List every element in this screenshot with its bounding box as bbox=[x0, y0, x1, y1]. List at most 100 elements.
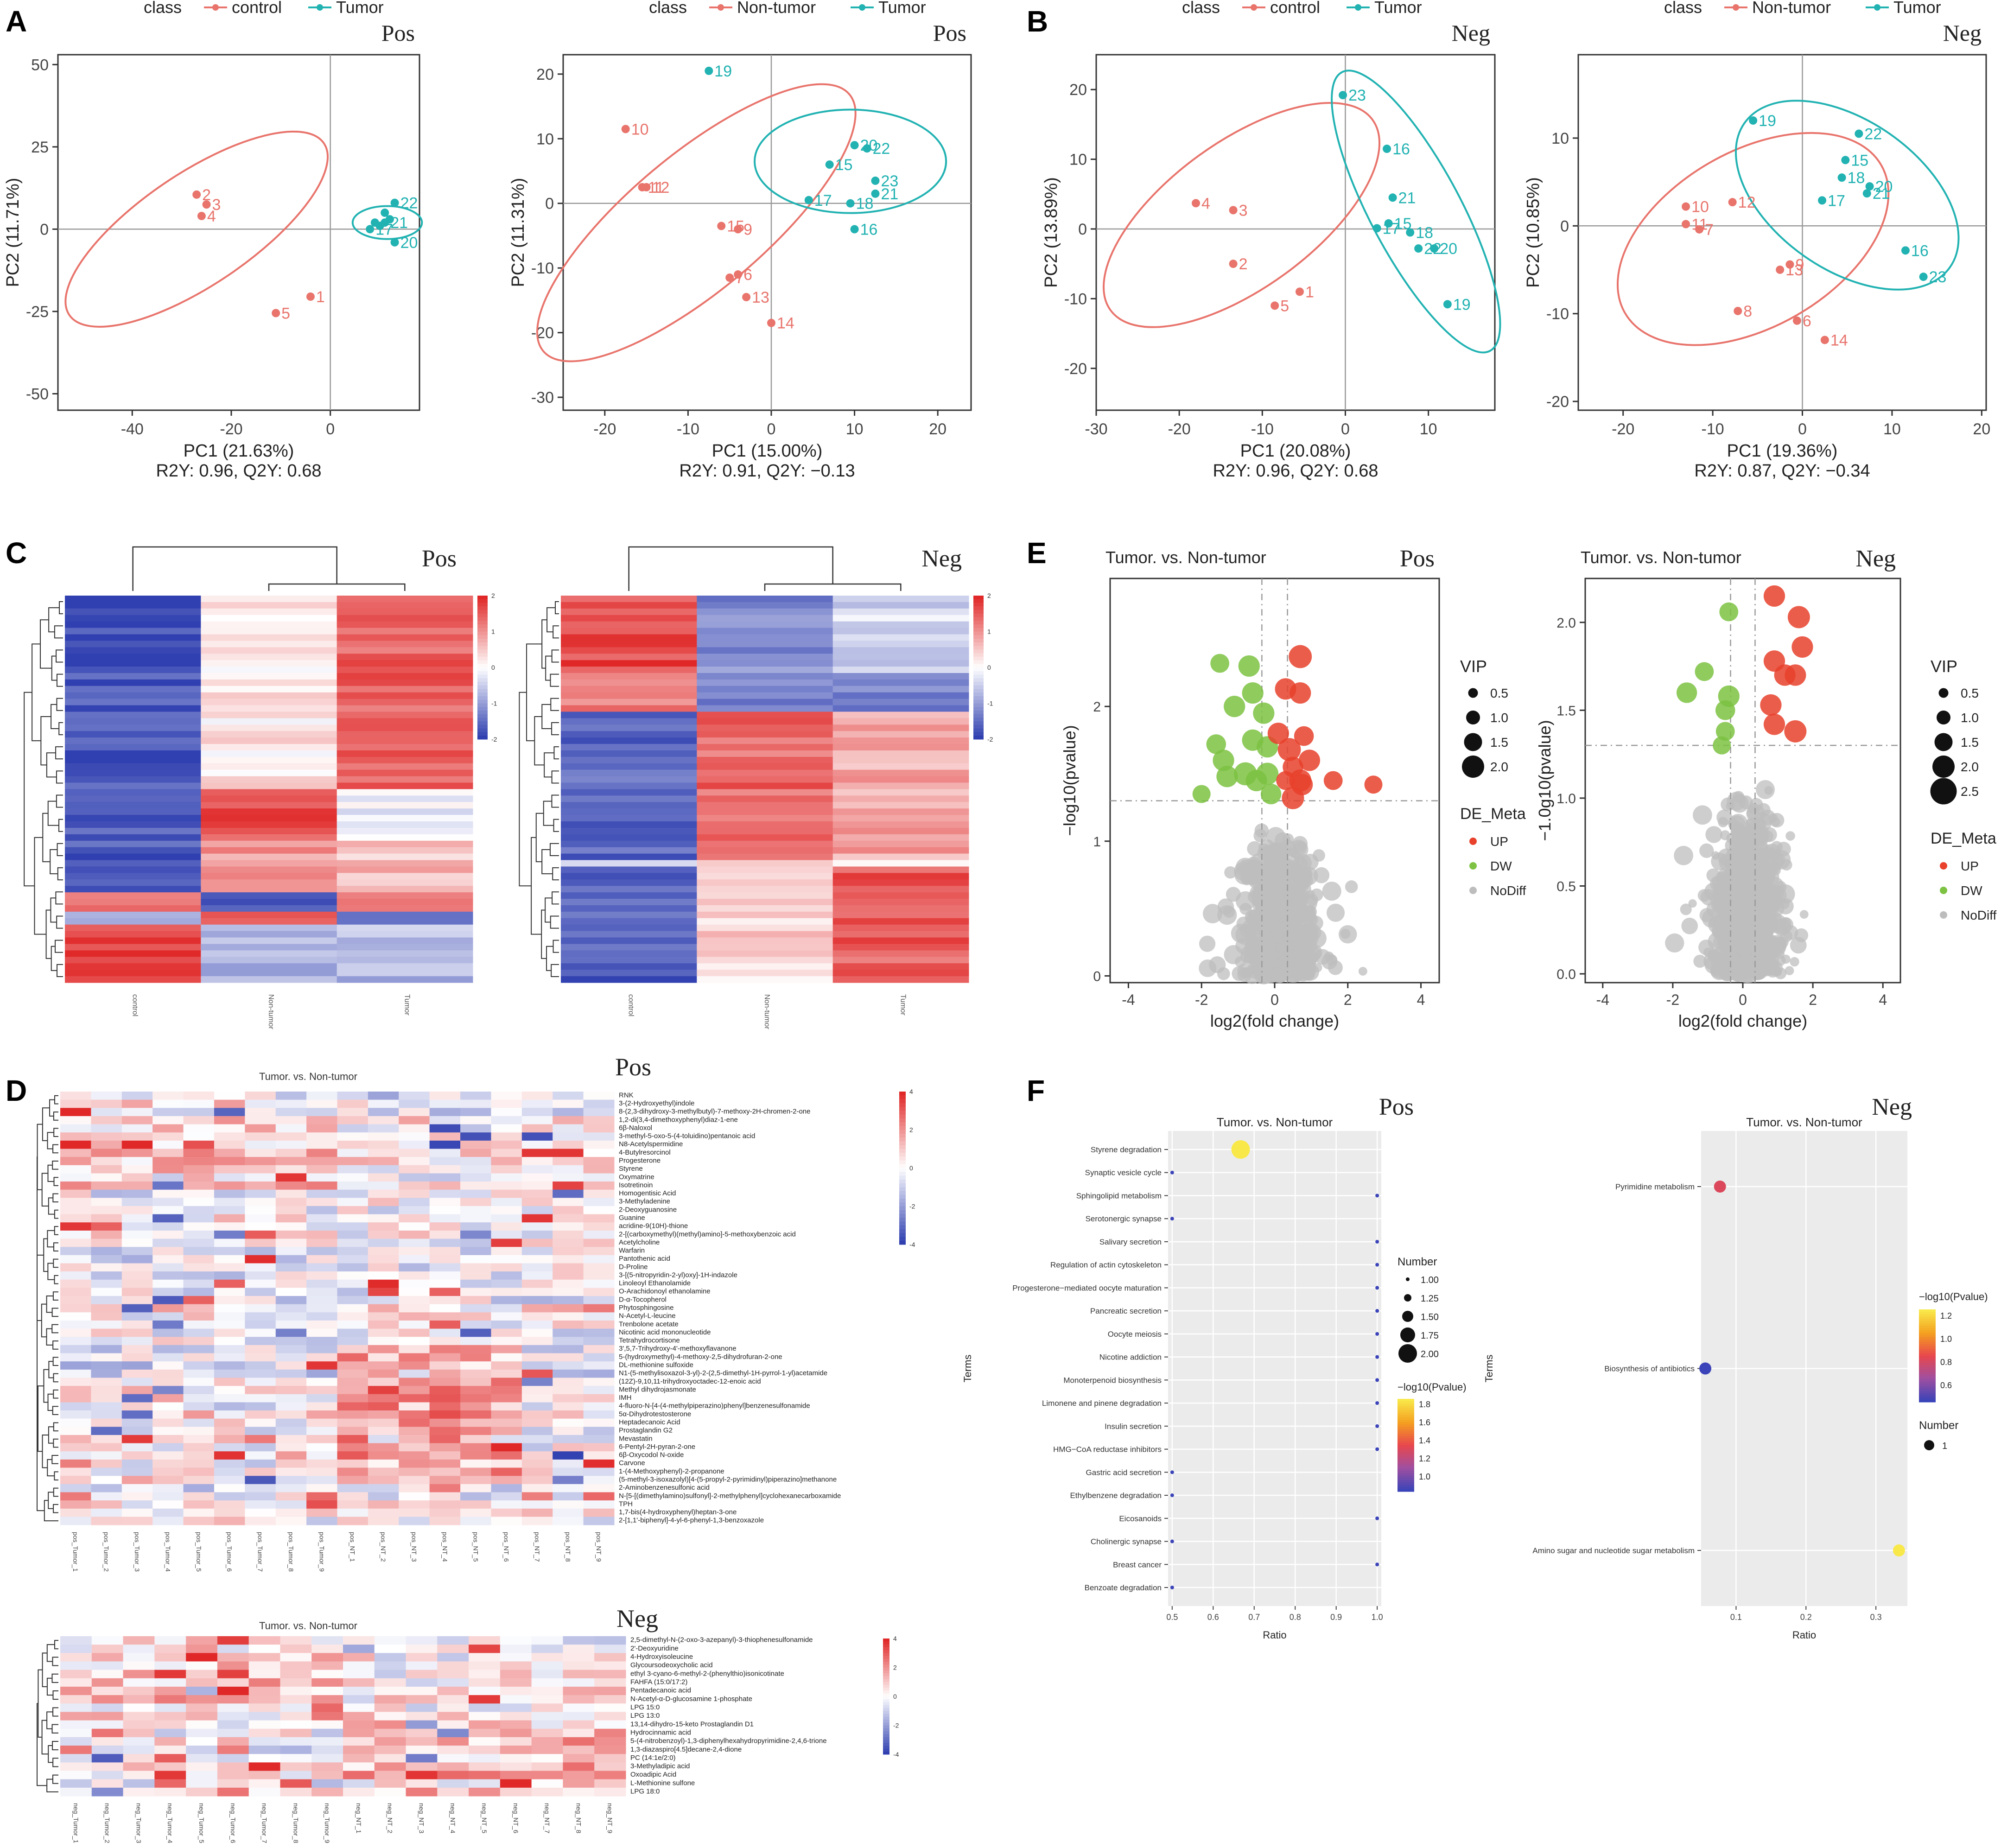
heatmap-cell bbox=[217, 1762, 249, 1772]
column-label: pos_NT_5 bbox=[472, 1532, 479, 1562]
confidence-ellipse-tumor bbox=[1734, 100, 1960, 291]
sample-label: 17 bbox=[1828, 192, 1845, 210]
y-tick-label: 10 bbox=[1069, 151, 1087, 169]
heatmap-cell bbox=[406, 1653, 438, 1662]
heatmap-cell bbox=[399, 1181, 430, 1190]
heatmap-cell bbox=[460, 1116, 491, 1125]
colorbar-segment bbox=[883, 1690, 889, 1694]
heatmap-cell bbox=[245, 1361, 276, 1370]
heatmap-cell bbox=[121, 1492, 153, 1501]
heatmap-cell bbox=[121, 1443, 153, 1452]
colorbar-segment bbox=[883, 1740, 889, 1743]
heatmap-cell bbox=[491, 1108, 522, 1117]
heatmap-cell bbox=[500, 1787, 532, 1797]
colorbar-segment bbox=[477, 692, 488, 697]
heatmap-cell bbox=[152, 1279, 184, 1288]
heatmap-cell bbox=[201, 608, 337, 616]
heatmap-cell bbox=[399, 1435, 430, 1444]
heatmap-cell bbox=[280, 1678, 312, 1687]
heatmap-cell bbox=[201, 615, 337, 622]
heatmap-cell bbox=[469, 1645, 501, 1653]
heatmap-cell bbox=[429, 1149, 461, 1157]
heatmap-cell bbox=[306, 1508, 337, 1517]
row-label: 2-[(carboxymethyl)(methyl)amino]-5-metho… bbox=[619, 1230, 796, 1238]
heatmap-cell bbox=[368, 1517, 399, 1525]
nodiff-point bbox=[1235, 857, 1255, 877]
heatmap-cell bbox=[583, 1353, 615, 1362]
heatmap-cell bbox=[491, 1476, 522, 1485]
heatmap-cell bbox=[91, 1181, 122, 1190]
colorbar-segment bbox=[973, 703, 984, 707]
heatmap-cell bbox=[337, 621, 473, 629]
heatmap-cell bbox=[121, 1402, 153, 1411]
heatmap-cell bbox=[553, 1369, 584, 1378]
heatmap-cell bbox=[121, 1198, 153, 1207]
heatmap-cell bbox=[91, 1746, 124, 1754]
heatmap-cell bbox=[553, 1394, 584, 1403]
heatmap-cell bbox=[152, 1345, 184, 1354]
model-stats: R2Y: 0.96, Q2Y: 0.68 bbox=[156, 461, 321, 481]
heatmap-cell bbox=[217, 1678, 249, 1687]
heatmap-cell bbox=[697, 776, 833, 783]
heatmap-cell bbox=[60, 1435, 91, 1444]
heatmap-cell bbox=[500, 1645, 532, 1653]
colorbar-segment bbox=[1398, 1457, 1414, 1460]
heatmap-cell bbox=[460, 1328, 491, 1337]
heatmap-cell bbox=[832, 628, 969, 635]
sample-point bbox=[1818, 196, 1827, 205]
heatmap-cell bbox=[460, 1206, 491, 1215]
heatmap-cell bbox=[121, 1312, 153, 1321]
heatmap-cell bbox=[275, 1189, 307, 1198]
heatmap-cell bbox=[832, 596, 969, 603]
heatmap-cell bbox=[832, 976, 969, 983]
nodiff-point bbox=[1716, 809, 1732, 826]
heatmap-cell bbox=[123, 1703, 155, 1712]
heatmap-cell bbox=[553, 1222, 584, 1231]
heatmap-cell bbox=[123, 1686, 155, 1696]
pathway-term-label: Amino sugar and nucleotide sugar metabol… bbox=[1532, 1546, 1695, 1555]
heatmap-cell bbox=[186, 1779, 218, 1788]
heatmap-cell bbox=[245, 1394, 276, 1403]
heatmap-cell bbox=[399, 1296, 430, 1305]
heatmap-cell bbox=[832, 853, 969, 861]
heatmap-cell bbox=[152, 1247, 184, 1256]
row-label: Homogentisic Acid bbox=[619, 1189, 676, 1197]
heatmap-cell bbox=[337, 1394, 368, 1403]
colorbar-segment bbox=[883, 1743, 889, 1746]
heatmap-cell bbox=[311, 1653, 343, 1662]
heatmap-cell bbox=[553, 1427, 584, 1435]
heatmap-cell bbox=[248, 1728, 280, 1738]
nodiff-point bbox=[1777, 940, 1785, 949]
colorbar-segment bbox=[1919, 1316, 1936, 1319]
confidence-ellipse-tumor bbox=[754, 108, 947, 214]
colorbar-segment bbox=[1398, 1441, 1414, 1443]
heatmap-cell bbox=[491, 1222, 522, 1231]
heatmap-cell bbox=[561, 924, 697, 932]
nodiff-point bbox=[1217, 905, 1237, 925]
heatmap-cell bbox=[65, 847, 201, 854]
column-label: Tumor bbox=[899, 994, 907, 1016]
heatmap-cell bbox=[531, 1686, 563, 1696]
column-label: pos_Tumor_2 bbox=[103, 1532, 110, 1572]
heatmap-cell bbox=[406, 1695, 438, 1704]
heatmap-cell bbox=[245, 1099, 276, 1108]
colorbar-segment bbox=[1398, 1448, 1414, 1450]
heatmap-cell bbox=[306, 1222, 337, 1231]
heatmap-cell bbox=[306, 1230, 337, 1239]
colorbar-segment bbox=[973, 660, 984, 664]
pathway-term-label: Gastric acid secretion bbox=[1086, 1468, 1162, 1477]
heatmap-cell bbox=[60, 1288, 91, 1296]
heatmap-cell bbox=[183, 1353, 215, 1362]
heatmap-cell bbox=[183, 1304, 215, 1313]
heatmap-cell bbox=[437, 1720, 469, 1729]
heatmap-cell bbox=[832, 944, 969, 951]
row-label: 6β-Oxycodol N-oxide bbox=[619, 1451, 684, 1459]
sample-point bbox=[1339, 91, 1347, 100]
heatmap-cell bbox=[65, 866, 201, 873]
heatmap-cell bbox=[697, 815, 833, 822]
plot-title: Tumor. vs. Non-tumor bbox=[1581, 548, 1741, 567]
colorbar-segment bbox=[1398, 1415, 1414, 1418]
heatmap-cell bbox=[306, 1279, 337, 1288]
heatmap-cell bbox=[123, 1661, 155, 1670]
heatmap-cell bbox=[60, 1337, 91, 1346]
